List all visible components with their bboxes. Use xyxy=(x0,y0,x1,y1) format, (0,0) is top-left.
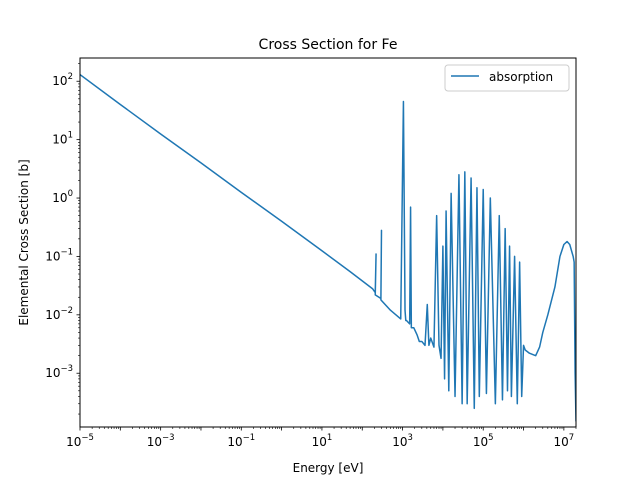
x-axis: 10−5 10−3 10−1 101 103 105 107 xyxy=(66,427,577,449)
legend-box xyxy=(444,64,570,92)
x-tick-label: 107 xyxy=(554,433,575,449)
x-tick-label: 103 xyxy=(392,433,413,449)
legend: absorption xyxy=(444,64,570,92)
x-tick-label: 10−5 xyxy=(66,433,94,449)
y-tick-label: 10−1 xyxy=(45,247,73,263)
series-layer xyxy=(80,73,576,422)
x-axis-label: Energy [eV] xyxy=(293,461,364,475)
y-tick-label: 10−2 xyxy=(45,306,73,322)
series-line-absorption xyxy=(80,73,576,422)
x-tick-label: 10−1 xyxy=(227,433,255,449)
y-axis-label: Elemental Cross Section [b] xyxy=(17,159,31,325)
chart-title: Cross Section for Fe xyxy=(259,37,398,53)
y-tick-label: 10−3 xyxy=(45,364,73,380)
x-tick-label: 10−3 xyxy=(147,433,175,449)
y-tick-label: 102 xyxy=(52,72,73,88)
legend-label-absorption: absorption xyxy=(489,70,553,84)
y-tick-label: 101 xyxy=(52,131,73,147)
y-axis: 10−3 10−2 10−1 100 101 102 xyxy=(45,63,80,415)
plot-frame xyxy=(79,57,577,428)
y-tick-label: 100 xyxy=(52,189,73,205)
x-tick-label: 105 xyxy=(473,433,494,449)
x-tick-label: 101 xyxy=(312,433,333,449)
